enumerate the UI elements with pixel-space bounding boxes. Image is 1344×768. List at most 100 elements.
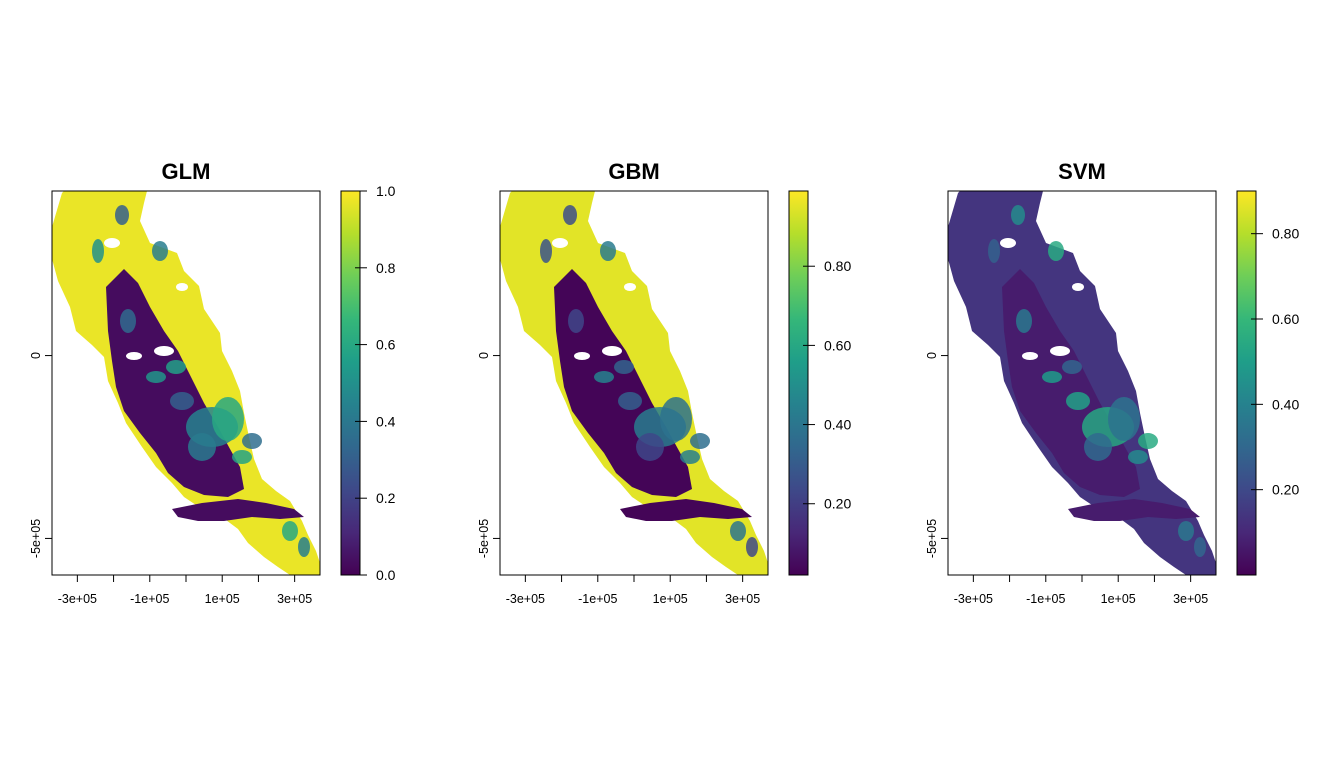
raster-band xyxy=(172,499,304,521)
raster-nodata xyxy=(154,346,174,356)
x-tick-label: 3e+05 xyxy=(277,592,312,606)
raster-hotspot xyxy=(1194,537,1206,557)
raster-hotspot xyxy=(680,450,700,464)
raster-hotspot xyxy=(563,205,577,225)
x-tick-label: -3e+05 xyxy=(954,592,993,606)
colorbar-tick-label: 0.80 xyxy=(1272,226,1299,242)
raster-nodata xyxy=(1042,506,1054,512)
colorbar-tick-label: 0.6 xyxy=(376,337,396,353)
raster-nodata xyxy=(552,238,568,248)
raster-hotspot xyxy=(1042,371,1062,383)
x-tick-label: -3e+05 xyxy=(506,592,545,606)
raster-hotspot xyxy=(636,433,664,461)
raster-hotspot xyxy=(188,433,216,461)
raster-hotspot xyxy=(92,239,104,263)
x-tick-label: 1e+05 xyxy=(1101,592,1136,606)
raster-hotspot xyxy=(152,241,168,261)
panel-svm: SVM -3e+05 -1e+05 1e+05 3e+05 0 -5e+05 0.20 0.40… xyxy=(925,159,1299,606)
colorbar: 0.0 0.2 0.4 0.6 0.8 1.0 xyxy=(340,183,396,583)
panel-gbm: GBM -3e+05 -1e+05 1e+05 3e+05 0 -5e+05 0.20 0.40… xyxy=(477,159,851,606)
colorbar-gradient xyxy=(788,190,809,576)
y-tick-label: 0 xyxy=(925,352,939,359)
raster-hotspot xyxy=(618,392,642,410)
colorbar-tick-label: 0.80 xyxy=(824,258,851,274)
raster-hotspot xyxy=(1048,241,1064,261)
colorbar: 0.20 0.40 0.60 0.80 xyxy=(1236,190,1299,576)
raster-nodata xyxy=(176,283,188,291)
raster-hotspot xyxy=(1128,450,1148,464)
colorbar-tick-label: 0.0 xyxy=(376,567,396,583)
colorbar-gradient xyxy=(340,190,361,576)
raster-hotspot xyxy=(298,537,310,557)
panel-title: GLM xyxy=(162,159,211,184)
raster-hotspot xyxy=(1178,521,1194,541)
raster-hotspot xyxy=(614,360,634,374)
raster-hotspot xyxy=(282,521,298,541)
raster-map xyxy=(500,191,768,575)
raster-nodata xyxy=(1022,352,1038,360)
y-tick-label: -5e+05 xyxy=(477,519,491,558)
raster-hotspot xyxy=(746,537,758,557)
raster-hotspot xyxy=(540,239,552,263)
y-tick-label: 0 xyxy=(29,352,43,359)
colorbar-tick-label: 0.20 xyxy=(824,496,851,512)
raster-nodata xyxy=(739,478,753,488)
raster-hotspot xyxy=(568,309,584,333)
y-tick-label: 0 xyxy=(477,352,491,359)
colorbar-tick-label: 0.4 xyxy=(376,413,396,429)
raster-hotspot xyxy=(242,433,262,449)
x-tick-label: -1e+05 xyxy=(578,592,617,606)
colorbar: 0.20 0.40 0.60 0.80 xyxy=(788,190,851,576)
y-tick-label: -5e+05 xyxy=(925,519,939,558)
raster-nodata xyxy=(291,478,305,488)
x-tick-label: 1e+05 xyxy=(653,592,688,606)
raster-band xyxy=(1068,499,1200,521)
raster-hotspot xyxy=(146,371,166,383)
raster-map xyxy=(52,191,320,575)
raster-band xyxy=(620,499,752,521)
raster-hotspot xyxy=(690,433,710,449)
colorbar-gradient xyxy=(1236,190,1257,576)
raster-nodata xyxy=(574,352,590,360)
raster-map xyxy=(948,191,1216,575)
raster-hotspot xyxy=(1062,360,1082,374)
raster-nodata xyxy=(1091,523,1105,531)
x-tick-label: 3e+05 xyxy=(725,592,760,606)
y-tick-label: -5e+05 xyxy=(29,519,43,558)
colorbar-tick-label: 0.60 xyxy=(824,337,851,353)
raster-hotspot xyxy=(730,521,746,541)
raster-hotspot xyxy=(232,450,252,464)
raster-nodata xyxy=(146,506,158,512)
panel-title: GBM xyxy=(608,159,659,184)
x-tick-label: 1e+05 xyxy=(205,592,240,606)
raster-nodata xyxy=(195,523,209,531)
colorbar-tick-label: 0.40 xyxy=(1272,396,1299,412)
raster-nodata xyxy=(624,283,636,291)
colorbar-tick-label: 0.40 xyxy=(824,417,851,433)
x-tick-label: 3e+05 xyxy=(1173,592,1208,606)
x-tick-label: -3e+05 xyxy=(58,592,97,606)
raster-hotspot xyxy=(1138,433,1158,449)
x-tick-label: -1e+05 xyxy=(1026,592,1065,606)
raster-hotspot xyxy=(988,239,1000,263)
panel-glm: GLM -3e+05 -1e+05 1e+05 3e+05 0 -5e+05 0.0 0.2 0.… xyxy=(29,159,396,606)
colorbar-tick-label: 1.0 xyxy=(376,183,396,199)
raster-hotspot xyxy=(660,397,692,441)
raster-hotspot xyxy=(1084,433,1112,461)
raster-hotspot xyxy=(600,241,616,261)
colorbar-tick-label: 0.60 xyxy=(1272,311,1299,327)
raster-nodata xyxy=(126,352,142,360)
raster-hotspot xyxy=(1066,392,1090,410)
raster-hotspot xyxy=(1016,309,1032,333)
raster-nodata xyxy=(602,346,622,356)
raster-nodata xyxy=(1072,283,1084,291)
colorbar-tick-label: 0.2 xyxy=(376,490,396,506)
raster-hotspot xyxy=(1011,205,1025,225)
x-tick-label: -1e+05 xyxy=(130,592,169,606)
raster-hotspot xyxy=(115,205,129,225)
raster-nodata xyxy=(1000,238,1016,248)
raster-nodata xyxy=(643,523,657,531)
raster-hotspot xyxy=(166,360,186,374)
